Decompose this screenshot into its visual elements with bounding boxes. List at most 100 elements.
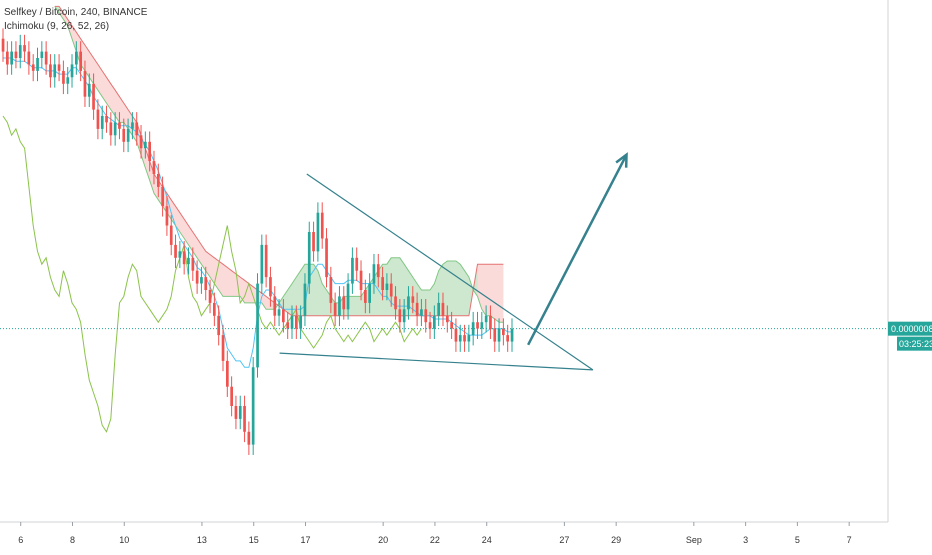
trendline-drawings[interactable] xyxy=(279,152,628,371)
candle-bullish xyxy=(251,367,255,445)
time-tick-label: 8 xyxy=(70,535,75,545)
candle-bearish xyxy=(182,251,186,265)
candle-bearish xyxy=(450,322,453,329)
ichimoku-cloud xyxy=(54,6,504,323)
symbol-title[interactable]: Selfkey / Bitcoin, 240, BINANCE xyxy=(4,7,148,18)
time-tick-label: 5 xyxy=(795,535,800,545)
candle-bearish xyxy=(1,38,5,52)
time-tick-label: 3 xyxy=(743,535,748,545)
candle-bearish xyxy=(27,51,31,65)
candle-bearish xyxy=(282,309,285,323)
candle-bearish xyxy=(506,335,509,342)
candle-bearish xyxy=(213,302,216,316)
candle-bullish xyxy=(178,251,182,258)
candle-bearish xyxy=(411,296,415,303)
candle-bearish xyxy=(148,141,151,162)
candle-bearish xyxy=(62,70,65,84)
time-tick-label: 27 xyxy=(559,535,569,545)
candle-bullish xyxy=(87,83,91,97)
candle-bullish xyxy=(126,128,130,142)
time-axis[interactable]: 6 8 10 13 15 17 20 22 24 27 29 Sep 3 5 7 xyxy=(0,521,888,545)
candle-bearish xyxy=(269,277,272,297)
cloud-segment-bearish xyxy=(59,6,280,310)
chikou-span-line xyxy=(2,115,422,433)
candle-bullish xyxy=(10,51,13,65)
candle-bearish xyxy=(398,309,402,323)
candle-bearish xyxy=(79,51,82,71)
candle-bearish xyxy=(14,51,18,58)
candle-bearish xyxy=(247,431,251,445)
candle-bearish xyxy=(217,315,220,336)
candle-bullish xyxy=(368,283,371,303)
time-tick-label: 29 xyxy=(611,535,621,545)
candle-bullish xyxy=(144,141,147,149)
time-tick-label: 15 xyxy=(249,535,259,545)
time-tick-label: 7 xyxy=(847,535,852,545)
candle-bearish xyxy=(96,109,100,129)
candle-bearish xyxy=(221,335,225,361)
candle-bearish xyxy=(476,322,479,329)
candle-bullish xyxy=(510,328,514,342)
support-trendline[interactable] xyxy=(279,352,593,371)
last-price-value: 0.00000088 xyxy=(891,324,932,334)
candle-bearish xyxy=(234,406,238,419)
last-price-tag-bg xyxy=(888,321,932,336)
candle-bearish xyxy=(342,296,346,310)
candle-bullish xyxy=(277,309,281,316)
candle-bearish xyxy=(195,270,199,284)
indicator-title[interactable]: Ichimoku (9, 26, 52, 26) xyxy=(4,21,110,32)
candle-bullish xyxy=(346,283,350,310)
candle-bullish xyxy=(458,335,462,342)
cloud-segment-bearish xyxy=(477,264,504,323)
candle-bearish xyxy=(135,122,139,136)
time-tick-label: 13 xyxy=(197,535,207,545)
candle-bearish xyxy=(364,290,367,303)
last-price-tag: 0.00000088 03:25:23 xyxy=(888,321,932,351)
candle-bullish xyxy=(187,257,190,265)
candle-bearish xyxy=(273,296,277,316)
candle-bearish xyxy=(105,116,108,123)
candle-bullish xyxy=(260,244,264,284)
candle-bearish xyxy=(226,360,229,387)
candle-bearish xyxy=(446,315,449,323)
candle-bearish xyxy=(161,186,164,207)
price-axis[interactable]: 0.000001350.000001300.000001250.00000120… xyxy=(887,0,932,522)
candle-bullish xyxy=(480,322,484,329)
candle-bullish xyxy=(113,122,117,136)
time-tick-label: 17 xyxy=(300,535,310,545)
breakout-arrow-line[interactable] xyxy=(527,154,628,346)
candle-bullish xyxy=(200,277,203,284)
candle-bullish xyxy=(437,302,440,316)
time-tick-label: 10 xyxy=(119,535,129,545)
candle-bearish xyxy=(152,161,156,174)
candle-bearish xyxy=(208,290,212,303)
candle-bullish xyxy=(75,51,78,65)
candle-bearish xyxy=(165,206,169,226)
candle-bearish xyxy=(204,277,208,290)
time-tick-label: 22 xyxy=(430,535,440,545)
candle-bearish xyxy=(502,328,505,336)
candle-bullish xyxy=(385,283,389,290)
candle-bearish xyxy=(428,322,432,329)
candle-bullish xyxy=(338,296,341,316)
breakout-arrow-head[interactable] xyxy=(615,152,628,168)
candle-bearish xyxy=(389,283,393,297)
candle-bullish xyxy=(40,51,44,58)
candle-bullish xyxy=(100,116,104,129)
candle-bullish xyxy=(351,257,354,284)
candle-bullish xyxy=(316,212,320,252)
candle-bearish xyxy=(191,257,195,271)
candle-bullish xyxy=(299,315,302,329)
candle-bearish xyxy=(49,64,52,78)
candle-bearish xyxy=(23,45,26,52)
descending-trendline[interactable] xyxy=(306,173,594,371)
time-tick-label: 20 xyxy=(378,535,388,545)
candle-bearish xyxy=(157,174,160,187)
candle-bearish xyxy=(441,302,445,316)
candles xyxy=(1,28,514,455)
candle-bearish xyxy=(169,225,173,245)
candle-bearish xyxy=(264,244,268,278)
candle-bullish xyxy=(36,58,39,71)
